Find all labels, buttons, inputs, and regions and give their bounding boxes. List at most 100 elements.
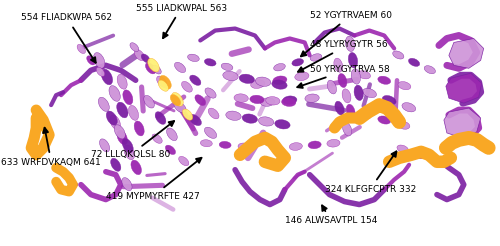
Ellipse shape: [128, 106, 138, 120]
Ellipse shape: [208, 108, 219, 119]
Ellipse shape: [188, 54, 200, 62]
Ellipse shape: [205, 88, 216, 98]
Text: 555 LIADKWPAL 563: 555 LIADKWPAL 563: [136, 3, 227, 38]
Ellipse shape: [310, 54, 322, 61]
Ellipse shape: [144, 95, 154, 108]
Ellipse shape: [122, 178, 132, 191]
Ellipse shape: [334, 58, 342, 72]
Ellipse shape: [348, 52, 358, 68]
Ellipse shape: [109, 86, 120, 101]
Ellipse shape: [290, 143, 302, 150]
Ellipse shape: [100, 139, 110, 152]
Ellipse shape: [94, 53, 105, 68]
Ellipse shape: [116, 102, 128, 118]
Ellipse shape: [275, 120, 290, 129]
Ellipse shape: [346, 104, 355, 118]
Ellipse shape: [190, 75, 201, 85]
Ellipse shape: [274, 63, 285, 71]
Ellipse shape: [402, 103, 415, 112]
Text: 146 ALWSAVTPL 154: 146 ALWSAVTPL 154: [285, 205, 377, 225]
Ellipse shape: [221, 63, 233, 71]
Ellipse shape: [292, 59, 304, 66]
Ellipse shape: [148, 58, 160, 72]
Ellipse shape: [110, 158, 121, 171]
Polygon shape: [444, 108, 480, 138]
Ellipse shape: [158, 80, 168, 91]
Ellipse shape: [134, 49, 144, 61]
Ellipse shape: [358, 111, 372, 119]
Ellipse shape: [362, 88, 376, 98]
Ellipse shape: [166, 128, 177, 141]
Ellipse shape: [250, 95, 264, 104]
Ellipse shape: [351, 69, 360, 84]
Polygon shape: [446, 73, 482, 103]
Ellipse shape: [122, 138, 133, 153]
Ellipse shape: [182, 109, 192, 120]
Ellipse shape: [378, 76, 390, 84]
Ellipse shape: [272, 76, 287, 85]
Ellipse shape: [174, 102, 186, 113]
Ellipse shape: [272, 80, 287, 89]
Ellipse shape: [342, 122, 352, 136]
Ellipse shape: [134, 121, 144, 136]
Ellipse shape: [397, 145, 408, 153]
Ellipse shape: [408, 58, 420, 66]
Ellipse shape: [200, 140, 212, 147]
Ellipse shape: [250, 80, 265, 88]
Ellipse shape: [260, 98, 274, 106]
Ellipse shape: [342, 89, 351, 103]
Ellipse shape: [392, 51, 404, 59]
Text: 48 YLYRYGYTR 56: 48 YLYRYGYTR 56: [298, 40, 388, 72]
Text: 72 LLLQKQLSL 80: 72 LLLQKQLSL 80: [91, 121, 174, 159]
Ellipse shape: [282, 98, 296, 107]
Ellipse shape: [131, 160, 141, 175]
Ellipse shape: [327, 80, 336, 94]
Ellipse shape: [295, 72, 309, 81]
Ellipse shape: [430, 157, 441, 165]
Ellipse shape: [204, 59, 216, 66]
Ellipse shape: [130, 43, 138, 51]
Ellipse shape: [223, 71, 238, 81]
Ellipse shape: [239, 74, 254, 83]
Ellipse shape: [96, 67, 104, 76]
Ellipse shape: [174, 62, 186, 73]
Ellipse shape: [106, 111, 118, 125]
Ellipse shape: [358, 71, 370, 79]
Ellipse shape: [182, 81, 192, 92]
Ellipse shape: [102, 69, 112, 85]
Ellipse shape: [117, 130, 128, 145]
Ellipse shape: [397, 121, 410, 129]
Ellipse shape: [123, 90, 133, 105]
Ellipse shape: [178, 156, 189, 166]
Ellipse shape: [219, 141, 231, 148]
Ellipse shape: [117, 74, 127, 89]
Ellipse shape: [110, 115, 120, 130]
Ellipse shape: [160, 75, 172, 89]
Ellipse shape: [195, 95, 205, 106]
Ellipse shape: [152, 134, 162, 143]
Ellipse shape: [398, 82, 411, 90]
Ellipse shape: [378, 116, 390, 124]
Ellipse shape: [282, 96, 297, 104]
Ellipse shape: [424, 66, 436, 74]
Ellipse shape: [114, 125, 126, 139]
Ellipse shape: [98, 97, 110, 111]
Ellipse shape: [256, 77, 271, 86]
Ellipse shape: [266, 97, 280, 105]
Ellipse shape: [124, 145, 134, 160]
Ellipse shape: [189, 114, 202, 126]
Polygon shape: [449, 38, 484, 68]
Ellipse shape: [204, 127, 216, 138]
Ellipse shape: [308, 141, 321, 149]
Ellipse shape: [155, 112, 166, 124]
Ellipse shape: [226, 111, 241, 120]
Text: 50 YRYGYTRVA 58: 50 YRYGYTRVA 58: [298, 65, 390, 88]
Ellipse shape: [335, 101, 344, 115]
Text: 324 KLFGFCPTR 332: 324 KLFGFCPTR 332: [324, 151, 416, 194]
Ellipse shape: [170, 94, 180, 106]
Ellipse shape: [382, 95, 396, 105]
Ellipse shape: [354, 85, 364, 100]
Text: 633 WRFDVKAQM 641: 633 WRFDVKAQM 641: [2, 128, 101, 167]
Ellipse shape: [346, 36, 354, 51]
Ellipse shape: [327, 139, 340, 147]
